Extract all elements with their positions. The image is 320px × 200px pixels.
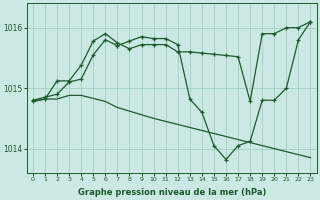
X-axis label: Graphe pression niveau de la mer (hPa): Graphe pression niveau de la mer (hPa) [77,188,266,197]
